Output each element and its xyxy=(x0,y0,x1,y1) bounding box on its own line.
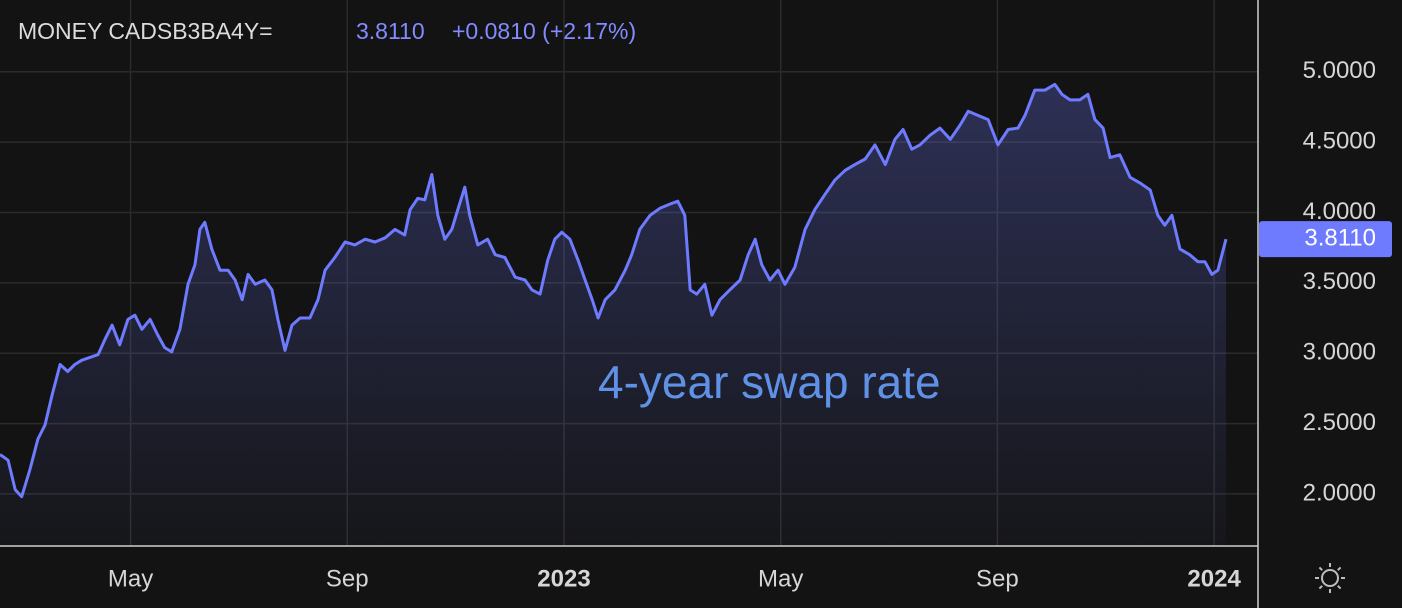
y-tick-label: 3.5000 xyxy=(1303,268,1376,295)
y-tick-label: 2.5000 xyxy=(1303,409,1376,436)
y-tick-label: 4.5000 xyxy=(1303,127,1376,154)
last-price-badge xyxy=(1259,221,1392,258)
y-tick-label: 4.0000 xyxy=(1303,198,1376,225)
x-tick-label: May xyxy=(108,565,153,592)
last-price-badge-label: 3.8110 xyxy=(1304,224,1376,251)
plot xyxy=(0,82,1228,547)
x-tick-label: Sep xyxy=(976,565,1019,592)
x-tick-label: Sep xyxy=(326,565,369,592)
price-change: +0.0810 (+2.17%) xyxy=(452,18,636,44)
area-fill xyxy=(0,84,1226,547)
x-tick-label: 2023 xyxy=(537,565,590,592)
axes: 2.0000 2.5000 3.0000 3.5000 4.0000 4.5000 5.00… xyxy=(108,57,1392,592)
x-tick-label: May xyxy=(758,565,803,592)
annotation: 4-year swap rate xyxy=(598,356,941,408)
y-tick-label: 2.0000 xyxy=(1303,479,1376,506)
y-tick-label: 3.0000 xyxy=(1303,339,1376,366)
y-tick-label: 5.0000 xyxy=(1303,57,1376,84)
instrument-name: MONEY CADSB3BA4Y= xyxy=(18,18,273,44)
settings-icon-rays xyxy=(1315,563,1345,593)
x-tick-label: 2024 xyxy=(1187,565,1241,592)
price-line xyxy=(0,82,1228,499)
last-price: 3.8110 xyxy=(356,18,425,44)
settings-icon-circle xyxy=(1321,569,1339,587)
settings-icon[interactable] xyxy=(1315,563,1345,593)
